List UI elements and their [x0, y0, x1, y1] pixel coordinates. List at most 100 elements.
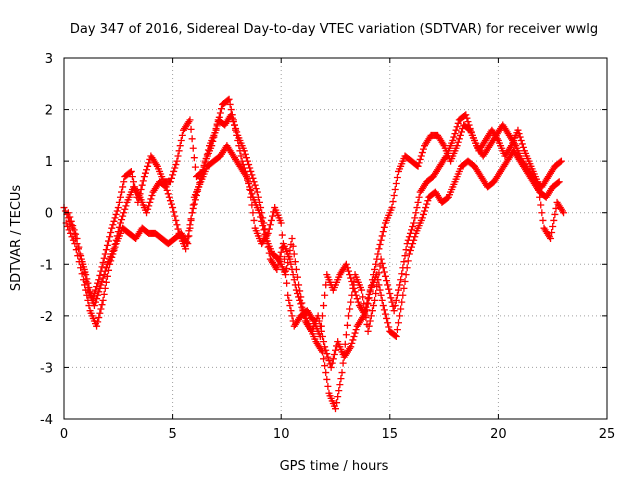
data-point-interp [518, 140, 526, 148]
data-point-interp [370, 302, 378, 310]
data-point-interp [548, 228, 556, 236]
x-tick-label: 15 [382, 427, 399, 442]
data-point-interp [186, 221, 194, 229]
data-point [342, 260, 350, 268]
data-point-interp [418, 149, 426, 157]
data-point-interp [64, 222, 72, 230]
y-tick-label: -2 [40, 310, 53, 325]
data-point-interp [333, 399, 341, 407]
data-point-interp [77, 252, 85, 260]
data-point-interp [394, 286, 402, 294]
data-point-interp [112, 210, 120, 218]
data-point-interp [387, 294, 395, 302]
data-point-interp [376, 241, 384, 249]
data-point [240, 147, 248, 155]
data-point-interp [91, 298, 99, 306]
data-point-interp [320, 355, 328, 363]
data-point-interp [105, 237, 113, 245]
data-point-interp [276, 253, 284, 261]
data-point-interp [261, 225, 269, 233]
data-point-interp [398, 298, 406, 306]
data-point-interp [391, 332, 399, 340]
data-point-interp [269, 212, 277, 220]
data-point-interp [170, 208, 178, 216]
data-point-interp [289, 242, 297, 250]
data-point-interp [113, 232, 121, 240]
data-point-interp [467, 128, 475, 136]
data-point-interp [414, 198, 422, 206]
data-point-interp [404, 236, 412, 244]
data-point-interp [254, 193, 262, 201]
data-point-interp [365, 322, 373, 330]
data-point-interp [342, 331, 350, 339]
data-point-interp [392, 296, 400, 304]
data-point-interp [360, 300, 368, 308]
data-point-interp [237, 152, 245, 160]
data-point-interp [248, 190, 256, 198]
data-point [284, 291, 292, 299]
y-tick-label: -3 [40, 361, 53, 376]
data-point [327, 363, 335, 371]
data-point-interp [381, 272, 389, 280]
data-point-interp [173, 221, 181, 229]
data-point-interp [245, 161, 253, 169]
data-point-interp [102, 264, 110, 272]
data-point-interp [200, 161, 208, 169]
data-point-interp [408, 226, 416, 234]
data-point-interp [454, 119, 462, 127]
data-point-interp [69, 236, 77, 244]
data-point [332, 405, 339, 413]
data-point-interp [251, 181, 259, 189]
data-point-interp [424, 197, 432, 205]
data-point-interp [278, 231, 286, 239]
data-point-interp [209, 137, 217, 145]
data-point-interp [315, 317, 323, 325]
data-point-interp [416, 155, 424, 163]
data-point [392, 332, 400, 340]
data-point-interp [291, 281, 299, 289]
data-point-interp [255, 198, 263, 206]
data-point-interp [291, 258, 299, 266]
data-point [418, 214, 426, 222]
data-point [143, 209, 151, 217]
data-point-interp [172, 161, 180, 169]
data-point-interp [400, 258, 408, 266]
data-point-interp [69, 222, 77, 230]
data-point-interp [409, 222, 417, 230]
data-point-interp [393, 326, 401, 334]
data-point [371, 296, 379, 304]
data-point [282, 271, 290, 279]
data-point-interp [190, 200, 198, 208]
data-point-interp [367, 312, 375, 320]
data-point-interp [413, 204, 421, 212]
data-point-interp [421, 207, 429, 215]
data-point-interp [101, 267, 109, 275]
data-point-interp [324, 382, 332, 390]
data-point [225, 95, 233, 103]
data-point-interp [111, 214, 119, 222]
data-point-interp [463, 114, 471, 122]
x-tick-label: 5 [168, 427, 176, 442]
data-point-interp [400, 284, 408, 292]
data-point-interp [323, 350, 331, 358]
data-point-interp [296, 296, 304, 304]
data-point-interp [192, 192, 200, 200]
data-point-interp [396, 281, 404, 289]
data-point-interp [384, 319, 392, 327]
data-point-interp [398, 270, 406, 278]
data-point [273, 265, 281, 273]
data-point-interp [277, 248, 285, 256]
data-point-interp [536, 193, 544, 201]
data-point-interp [343, 321, 351, 329]
data-point [453, 142, 461, 150]
data-point-interp [174, 152, 182, 160]
data-point-interp [289, 271, 297, 279]
data-point [375, 245, 383, 253]
data-point-interp [371, 265, 379, 273]
data-point-interp [265, 249, 273, 257]
data-point-interp [346, 305, 354, 313]
data-point-interp [293, 290, 301, 298]
data-point-interp [163, 186, 171, 194]
data-point-interp [114, 228, 122, 236]
data-point-interp [381, 310, 389, 318]
